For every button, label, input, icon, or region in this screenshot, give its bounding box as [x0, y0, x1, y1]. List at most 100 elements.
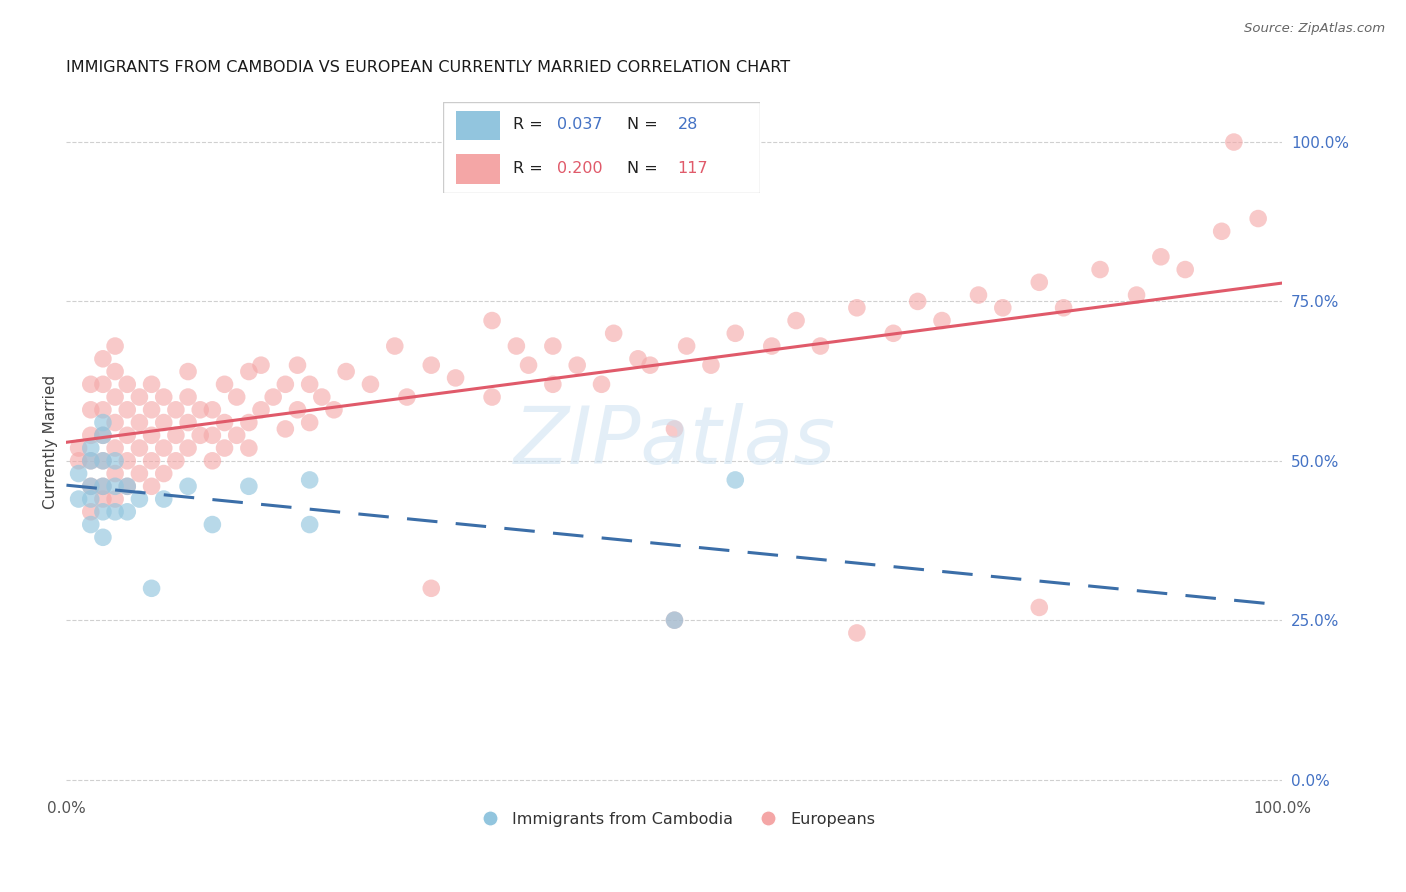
Point — [117, 402, 139, 417]
Point — [298, 377, 321, 392]
Point — [91, 454, 114, 468]
Point — [80, 377, 103, 392]
Point — [80, 479, 103, 493]
Point — [91, 351, 114, 366]
Point — [91, 428, 114, 442]
Point — [91, 377, 114, 392]
Point — [664, 422, 686, 436]
Point — [117, 454, 139, 468]
Point — [567, 358, 589, 372]
Point — [238, 365, 260, 379]
Point — [225, 428, 247, 442]
Point — [117, 377, 139, 392]
Point — [80, 402, 103, 417]
Point — [238, 479, 260, 493]
Point — [177, 416, 200, 430]
Point — [128, 416, 150, 430]
Point — [761, 339, 783, 353]
Point — [117, 428, 139, 442]
Point — [91, 416, 114, 430]
Text: ZIPatlas: ZIPatlas — [513, 402, 835, 481]
Point — [104, 491, 127, 506]
Point — [152, 416, 174, 430]
Point — [724, 326, 747, 341]
Point — [481, 313, 503, 327]
Point — [80, 454, 103, 468]
Point — [1028, 275, 1050, 289]
Point — [117, 479, 139, 493]
Point — [250, 402, 273, 417]
Point — [1150, 250, 1173, 264]
Point — [117, 505, 139, 519]
Point — [141, 479, 163, 493]
Point — [177, 479, 200, 493]
Point — [785, 313, 807, 327]
Point — [104, 441, 127, 455]
Point — [165, 454, 187, 468]
Point — [152, 390, 174, 404]
Point — [177, 390, 200, 404]
Point — [250, 358, 273, 372]
Point — [444, 371, 467, 385]
Point — [359, 377, 381, 392]
Point — [1028, 600, 1050, 615]
Point — [335, 365, 357, 379]
Point — [165, 402, 187, 417]
Point — [627, 351, 650, 366]
Point — [80, 454, 103, 468]
Point — [128, 467, 150, 481]
Point — [201, 428, 224, 442]
Point — [845, 301, 868, 315]
Point — [91, 402, 114, 417]
Point — [214, 416, 236, 430]
Point — [225, 390, 247, 404]
Point — [907, 294, 929, 309]
Point — [91, 454, 114, 468]
Point — [238, 441, 260, 455]
Point — [91, 505, 114, 519]
Point — [80, 428, 103, 442]
Point — [274, 377, 297, 392]
Point — [152, 467, 174, 481]
Point — [395, 390, 418, 404]
Point — [80, 479, 103, 493]
Point — [80, 517, 103, 532]
Point — [188, 428, 211, 442]
Point — [541, 377, 564, 392]
Point — [201, 402, 224, 417]
Point — [931, 313, 953, 327]
Point — [664, 613, 686, 627]
Point — [177, 365, 200, 379]
Point — [1125, 288, 1147, 302]
Point — [882, 326, 904, 341]
Point — [967, 288, 990, 302]
Point — [104, 339, 127, 353]
Point — [67, 491, 90, 506]
Point — [1052, 301, 1074, 315]
Point — [214, 441, 236, 455]
Point — [700, 358, 723, 372]
Point — [420, 358, 443, 372]
Point — [152, 491, 174, 506]
Point — [311, 390, 333, 404]
Point — [420, 582, 443, 596]
Point — [165, 428, 187, 442]
Point — [214, 377, 236, 392]
Point — [991, 301, 1014, 315]
Point — [287, 358, 309, 372]
Point — [91, 491, 114, 506]
Point — [201, 454, 224, 468]
Point — [67, 454, 90, 468]
Point — [141, 377, 163, 392]
Point — [505, 339, 527, 353]
Point — [323, 402, 346, 417]
Point — [541, 339, 564, 353]
Point — [67, 441, 90, 455]
Point — [1088, 262, 1111, 277]
Point — [1247, 211, 1270, 226]
Point — [517, 358, 540, 372]
Point — [104, 505, 127, 519]
Point — [1174, 262, 1197, 277]
Point — [1211, 224, 1233, 238]
Point — [238, 416, 260, 430]
